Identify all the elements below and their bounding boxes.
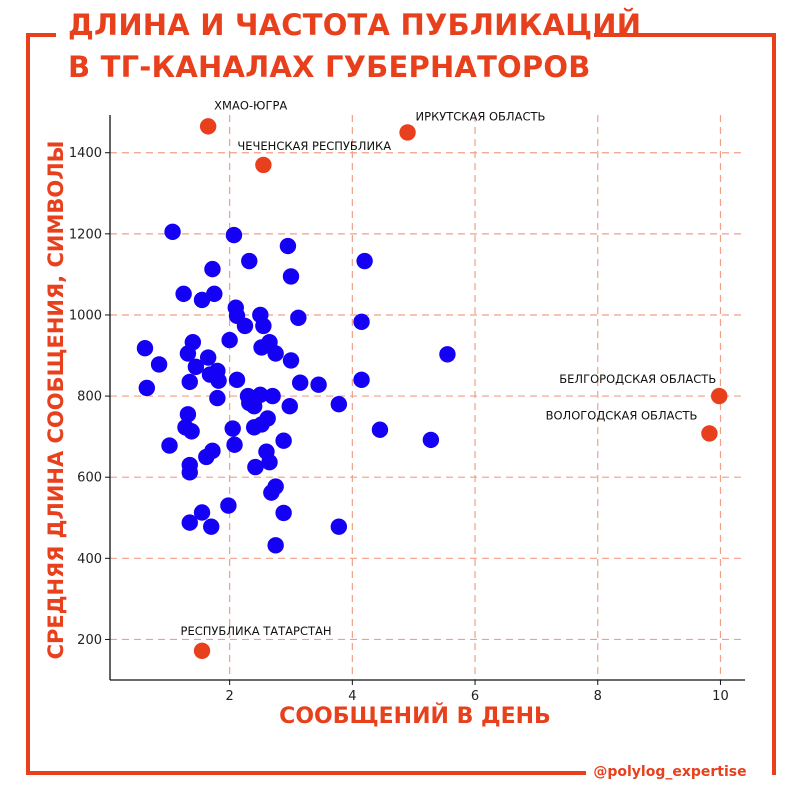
tick-labels: 2 4 6 8 10 200 400 600 800 1000 1200 1400	[69, 146, 729, 704]
x-tick-label: 6	[471, 689, 479, 704]
data-point	[310, 376, 327, 393]
axes	[105, 115, 745, 685]
data-point	[236, 317, 254, 335]
y-tick-label: 600	[77, 471, 102, 486]
data-point	[330, 518, 348, 535]
data-point	[183, 423, 200, 440]
data-point	[241, 252, 258, 270]
data-point	[224, 420, 241, 437]
data-point	[187, 358, 205, 376]
title-line-2: В ТГ-КАНАЛАХ ГУБЕРНАТОРОВ	[68, 50, 591, 84]
frame-top-right	[590, 33, 776, 37]
x-tick-label: 8	[594, 689, 602, 704]
y-tick-label: 200	[77, 633, 102, 648]
data-point	[356, 252, 373, 270]
data-point	[282, 352, 300, 369]
data-point	[267, 537, 284, 554]
data-point	[263, 484, 280, 501]
data-point	[181, 373, 198, 391]
highlighted-point-2	[255, 156, 272, 174]
annotation-label-3: БЕЛГОРОДСКАЯ ОБЛАСТЬ	[559, 372, 716, 386]
data-point	[220, 497, 237, 514]
y-tick-label: 800	[77, 390, 102, 405]
data-point	[221, 331, 238, 349]
source-handle: @polylog_expertise	[586, 758, 754, 786]
data-point	[203, 518, 220, 535]
highlighted-point-1	[399, 124, 416, 141]
y-axis-label: СРЕДНЯЯ ДЛИНА СООБЩЕНИЯ, СИМВОЛЫ	[44, 140, 68, 660]
data-point	[261, 453, 278, 471]
data-point	[181, 514, 198, 531]
data-point	[161, 437, 178, 454]
data-point	[193, 291, 211, 309]
highlighted-points	[193, 118, 728, 659]
data-point	[206, 285, 223, 303]
frame-right	[772, 33, 776, 775]
data-point	[198, 448, 215, 466]
data-point	[275, 432, 292, 449]
annotation-label-1: ИРКУТСКАЯ ОБЛАСТЬ	[416, 109, 546, 123]
data-point	[209, 389, 226, 407]
data-point	[371, 421, 389, 438]
data-point	[267, 345, 284, 362]
data-point	[179, 406, 197, 423]
x-tick-label: 10	[712, 689, 729, 704]
data-point	[199, 349, 217, 366]
data-point	[353, 313, 370, 331]
data-point	[264, 387, 281, 405]
data-point	[210, 372, 227, 389]
x-axis-label: СООБЩЕНИЙ В ДЕНЬ	[279, 704, 551, 729]
data-point	[228, 371, 246, 389]
annotation-label-5: РЕСПУБЛИКА ТАТАРСТАН	[181, 624, 332, 638]
chart-title: ДЛИНА И ЧАСТОТА ПУБЛИКАЦИЙ В ТГ-КАНАЛАХ …	[62, 4, 642, 88]
data-point	[330, 395, 348, 413]
y-tick-label: 1200	[69, 227, 102, 242]
data-point	[282, 268, 300, 285]
annotation-label-2: ЧЕЧЕНСКАЯ РЕСПУБЛИКА	[237, 139, 391, 153]
data-point	[290, 309, 307, 327]
data-point	[175, 285, 192, 303]
data-point	[255, 317, 272, 335]
y-tick-label: 1400	[69, 146, 102, 161]
data-point	[138, 379, 156, 397]
frame-left	[26, 33, 30, 775]
grid-lines	[110, 115, 745, 680]
data-point	[150, 356, 168, 373]
data-point	[279, 237, 297, 255]
data-point	[164, 223, 181, 241]
data-point	[253, 416, 270, 433]
annotation-label-0: ХМАО-ЮГРА	[214, 98, 287, 112]
y-tick-label: 1000	[69, 308, 102, 323]
highlighted-point-3	[711, 387, 728, 405]
highlighted-point-4	[701, 425, 718, 442]
data-point	[253, 339, 270, 356]
data-point	[193, 504, 211, 521]
data-point	[179, 345, 197, 362]
frame-bottom	[26, 771, 586, 775]
data-point	[247, 458, 264, 476]
annotation-label-4: ВОЛОГОДСКАЯ ОБЛАСТЬ	[546, 408, 698, 422]
x-tick-label: 2	[225, 689, 233, 704]
point-annotations: ХМАО-ЮГРА ИРКУТСКАЯ ОБЛАСТЬ ЧЕЧЕНСКАЯ РЕСП…	[181, 98, 717, 637]
data-point	[275, 504, 292, 522]
title-line-1: ДЛИНА И ЧАСТОТА ПУБЛИКАЦИЙ	[68, 8, 642, 42]
data-point	[241, 394, 258, 412]
data-point	[136, 340, 154, 357]
frame-top-left	[26, 33, 56, 37]
data-point	[422, 431, 440, 449]
data-point	[439, 346, 456, 363]
data-point	[281, 398, 298, 415]
data-point	[204, 260, 221, 278]
data-points	[136, 223, 456, 554]
highlighted-point-0	[199, 118, 217, 135]
data-point	[291, 374, 309, 391]
y-tick-label: 400	[77, 552, 102, 567]
data-point	[353, 371, 370, 389]
highlighted-point-5	[193, 642, 211, 659]
data-point	[181, 464, 198, 481]
data-point	[225, 226, 243, 244]
x-tick-label: 4	[348, 689, 356, 704]
data-point	[226, 436, 243, 453]
